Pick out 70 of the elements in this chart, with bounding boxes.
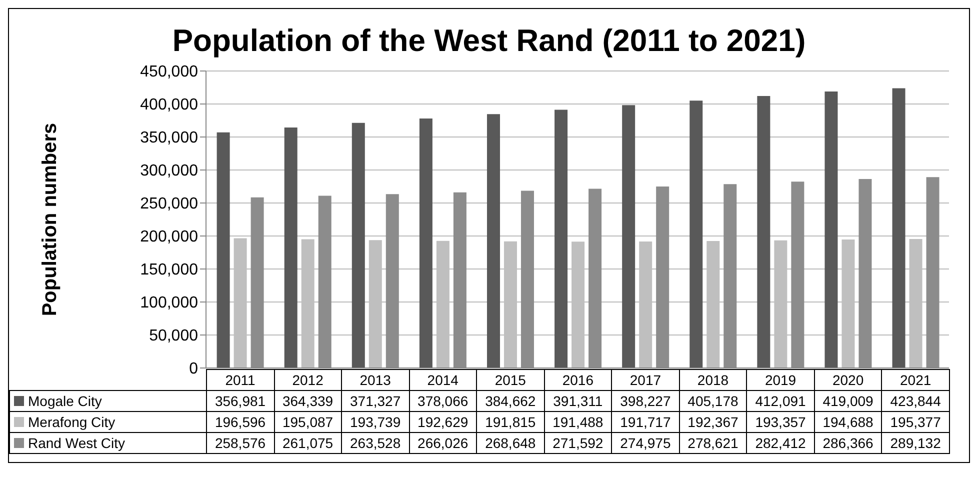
data-label: 261,075: [274, 432, 342, 454]
data-label: 274,975: [612, 432, 680, 454]
data-label: 191,815: [476, 412, 544, 432]
bar: [419, 118, 432, 368]
data-label: 196,596: [206, 412, 274, 432]
data-label: 423,844: [882, 390, 950, 412]
data-label: 191,488: [544, 412, 612, 432]
legend-label: Merafong City: [10, 412, 206, 432]
x-tick-label: 2012: [274, 370, 342, 390]
bar: [352, 122, 365, 368]
data-label: 384,662: [476, 390, 544, 412]
data-label: 263,528: [342, 432, 410, 454]
y-tick-label: 350,000: [140, 130, 198, 147]
y-tick-label: 50,000: [149, 328, 198, 345]
data-label: 191,717: [612, 412, 680, 432]
bar: [554, 110, 568, 368]
data-label: 195,377: [882, 412, 950, 432]
x-tick-label: 2019: [746, 370, 814, 390]
bar: [622, 105, 636, 368]
data-label: 192,367: [679, 412, 747, 432]
data-label: 364,339: [274, 390, 342, 412]
bar: [757, 96, 770, 368]
data-label: 193,739: [342, 412, 410, 432]
data-label: 258,576: [206, 432, 274, 454]
bar: [690, 100, 703, 368]
x-tick-label: 2016: [544, 370, 612, 390]
y-tick-label: 0: [189, 360, 198, 378]
data-label: 286,366: [814, 432, 882, 454]
bar: [216, 132, 230, 368]
data-label: 398,227: [612, 390, 680, 412]
legend-label: Mogale City: [10, 390, 206, 412]
data-label: 391,311: [544, 390, 612, 412]
chart-title: Population of the West Rand (2011 to 2021): [171, 22, 807, 60]
data-label: 271,592: [544, 432, 612, 454]
bar: [486, 114, 500, 368]
data-label: 419,009: [814, 390, 882, 412]
data-label: 195,087: [274, 412, 342, 432]
x-tick-label: 2018: [679, 370, 747, 390]
legend-label: Rand West City: [10, 432, 206, 454]
y-tick-label: 300,000: [140, 162, 198, 180]
y-tick-label: 150,000: [140, 262, 198, 279]
y-tick-label: 250,000: [140, 196, 198, 213]
bar: [284, 128, 298, 368]
x-tick-label: 2017: [612, 370, 680, 390]
y-tick-label: 400,000: [140, 96, 198, 114]
data-label: 278,621: [679, 432, 747, 454]
data-label: 268,648: [476, 432, 544, 454]
x-tick-label: 2013: [342, 370, 410, 390]
x-tick-label: 2020: [814, 370, 882, 390]
y-tick-label: 100,000: [140, 294, 198, 312]
y-tick-label: 200,000: [140, 228, 198, 246]
data-label: 412,091: [746, 390, 814, 412]
x-tick-label: 2021: [882, 370, 950, 390]
data-label: 371,327: [342, 390, 410, 412]
bar: [824, 91, 838, 368]
y-tick-label: 450,000: [140, 64, 198, 81]
x-tick-label: 2015: [476, 370, 544, 390]
y-axis-title: Population numbers: [39, 122, 62, 316]
x-tick-label: 2014: [409, 370, 477, 390]
data-label: 193,357: [746, 412, 814, 432]
data-label: 378,066: [409, 390, 477, 412]
bar: [892, 88, 906, 368]
data-label: 356,981: [206, 390, 274, 412]
data-label: 266,026: [409, 432, 477, 454]
data-label: 192,629: [409, 412, 477, 432]
data-label: 282,412: [746, 432, 814, 454]
data-label: 289,132: [882, 432, 950, 454]
data-label: 194,688: [814, 412, 882, 432]
data-label: 405,178: [679, 390, 747, 412]
x-tick-label: 2011: [206, 370, 274, 390]
